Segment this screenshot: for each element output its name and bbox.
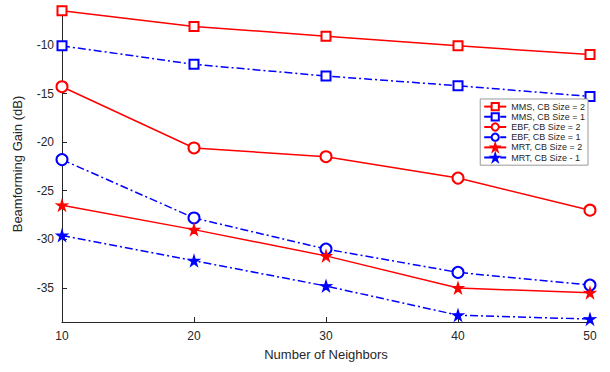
svg-text:MRT, CB Size - 1: MRT, CB Size - 1 (511, 153, 580, 163)
svg-text:50: 50 (583, 329, 597, 343)
svg-text:-15: -15 (37, 87, 55, 101)
svg-text:40: 40 (451, 329, 465, 343)
svg-text:10: 10 (55, 329, 69, 343)
svg-text:30: 30 (319, 329, 333, 343)
svg-text:MRT, CB Size = 2: MRT, CB Size = 2 (511, 142, 582, 152)
svg-text:-20: -20 (37, 135, 55, 149)
svg-text:EBF, CB Size = 1: EBF, CB Size = 1 (511, 132, 580, 142)
svg-text:MMS, CB Size = 2: MMS, CB Size = 2 (511, 102, 585, 112)
svg-text:EBF, CB Size = 2: EBF, CB Size = 2 (511, 122, 580, 132)
svg-text:20: 20 (187, 329, 201, 343)
svg-text:-30: -30 (37, 232, 55, 246)
svg-text:-35: -35 (37, 281, 55, 295)
svg-text:Beamforming Gain (dB): Beamforming Gain (dB) (10, 96, 25, 233)
svg-text:-25: -25 (37, 184, 55, 198)
svg-text:-10: -10 (37, 38, 55, 52)
svg-text:Number of Neighbors: Number of Neighbors (264, 347, 388, 362)
svg-text:MMS, CB Size = 1: MMS, CB Size = 1 (511, 112, 585, 122)
